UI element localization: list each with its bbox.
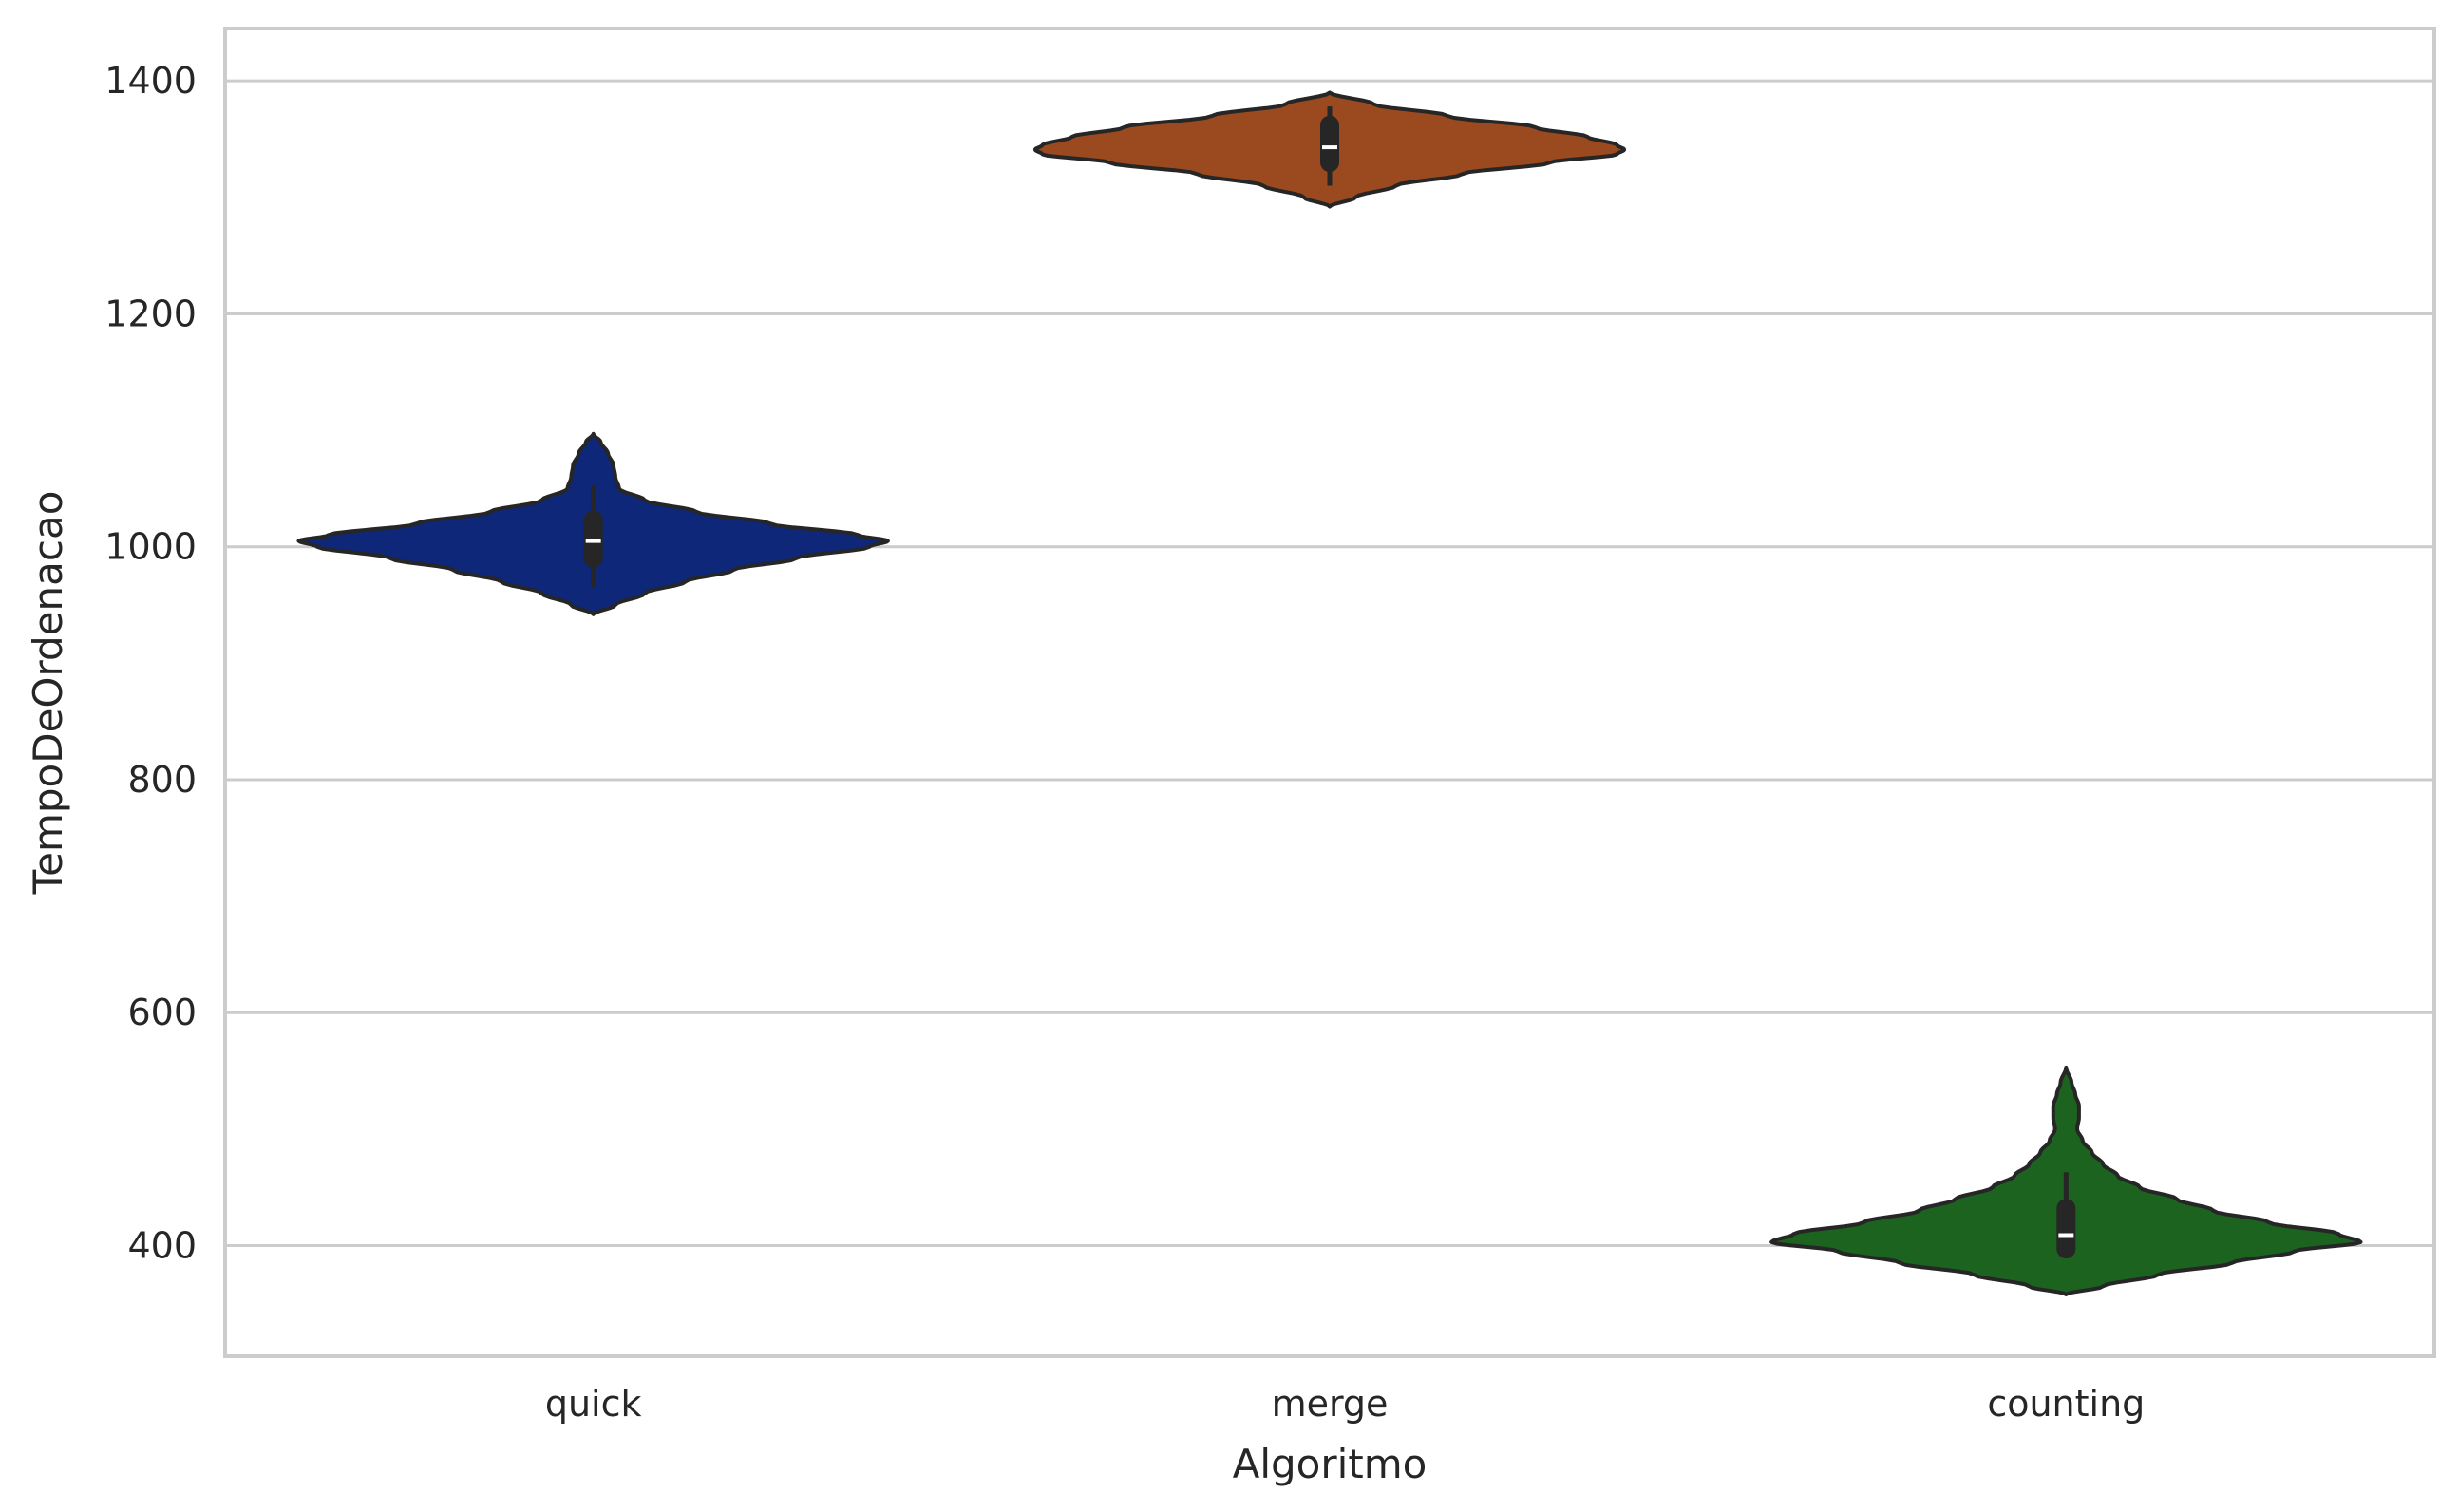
y-tick-label: 1200: [104, 293, 197, 334]
y-tick-label: 1400: [104, 60, 197, 102]
y-tick-label: 600: [127, 992, 197, 1033]
x-tick-label: quick: [545, 1383, 642, 1425]
violins: [296, 90, 2363, 1296]
x-axis-title: Algoritmo: [1233, 1441, 1428, 1487]
y-tick-labels: 400 600 800 1000 1200 1400: [104, 60, 197, 1266]
y-tick-label: 400: [127, 1225, 197, 1267]
x-tick-labels: quick merge counting: [545, 1383, 2145, 1425]
violin-merge: [1032, 90, 1627, 209]
violin-quick: [296, 431, 890, 616]
y-tick-label: 800: [127, 759, 197, 801]
x-tick-label: merge: [1272, 1383, 1389, 1425]
x-tick-label: counting: [1987, 1383, 2145, 1425]
plot-frame: [223, 27, 2436, 1358]
grid-lines: [225, 79, 2434, 1247]
y-axis-title: TempoDeOrdenacao: [25, 491, 71, 896]
violin-counting: [1769, 1065, 2363, 1296]
y-tick-label: 1000: [104, 526, 197, 568]
